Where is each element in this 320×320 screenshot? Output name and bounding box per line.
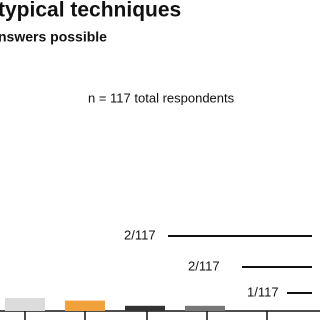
annotation: 2/117	[124, 227, 156, 242]
bar	[125, 305, 165, 311]
chart-subtitle: nswers possible	[0, 29, 107, 45]
bar	[185, 305, 225, 311]
bar	[65, 300, 105, 311]
note: n = 117 total respondents	[88, 90, 235, 105]
bar	[5, 298, 45, 311]
annotation: 2/117	[188, 258, 220, 273]
annotation: 1/117	[247, 284, 279, 299]
chart-title: typical techniques	[0, 0, 181, 22]
